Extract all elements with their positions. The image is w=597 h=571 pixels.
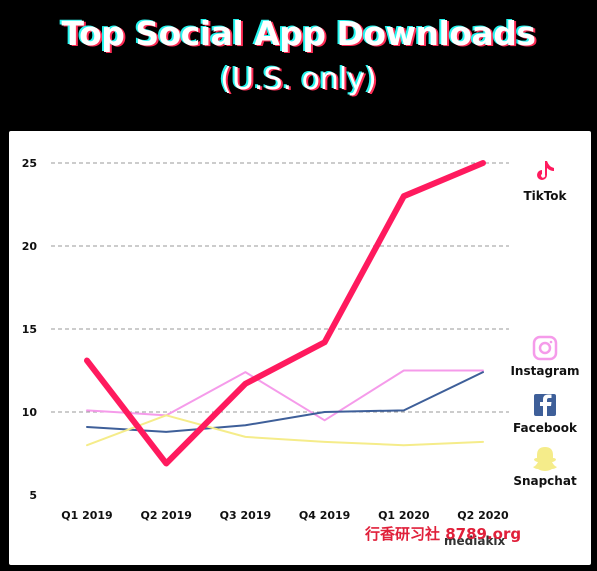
legend-item-snapchat: Snapchat xyxy=(513,447,577,488)
y-tick-label: 5 xyxy=(29,489,37,502)
y-tick-label: 25 xyxy=(22,157,37,170)
series-line-facebook xyxy=(86,371,484,433)
legend-item-facebook: Facebook xyxy=(513,394,578,435)
chart-title: Top Social App Downloads xyxy=(61,14,536,53)
tiktok-icon xyxy=(537,161,554,180)
facebook-icon xyxy=(534,394,556,416)
legend-item-instagram: Instagram xyxy=(510,335,580,378)
y-axis: 5 10 15 20 25 xyxy=(22,157,38,502)
chart-subtitle: (U.S. only) xyxy=(220,62,377,97)
x-tick-label: Q2 2019 xyxy=(140,509,191,522)
series-lines xyxy=(84,160,486,467)
x-axis: Q1 2019 Q2 2019 Q3 2019 Q4 2019 Q1 2020 Q2 20… xyxy=(61,509,509,522)
snapchat-icon xyxy=(533,447,557,471)
series-line-tiktok xyxy=(84,160,486,467)
series-line-instagram xyxy=(86,369,484,422)
instagram-icon xyxy=(532,335,558,361)
legend-label: TikTok xyxy=(523,189,567,203)
legend-label: Snapchat xyxy=(513,474,577,488)
x-tick-label: Q1 2019 xyxy=(61,509,112,522)
legend: TikTok Instagram Facebook Snapchat xyxy=(510,161,580,488)
x-tick-label: Q4 2019 xyxy=(299,509,350,522)
grid-lines xyxy=(51,162,509,413)
y-tick-label: 10 xyxy=(22,406,38,419)
header: Top Social App Downloads (U.S. only) xyxy=(0,0,597,130)
x-tick-label: Q3 2019 xyxy=(220,509,271,522)
x-tick-label: Q2 2020 xyxy=(457,509,509,522)
y-tick-label: 20 xyxy=(22,240,38,253)
legend-label: Instagram xyxy=(510,364,579,378)
site-watermark: 行香研习社 8789.org xyxy=(364,525,521,543)
brand-watermark: mediakix xyxy=(444,534,506,548)
chart-panel: 5 10 15 20 25 Q1 2019 Q2 2019 Q3 2019 Q4 2019 Q1… xyxy=(9,131,591,565)
legend-label: Facebook xyxy=(513,421,578,435)
legend-item-tiktok: TikTok xyxy=(523,161,568,203)
series-line-snapchat xyxy=(86,414,484,447)
y-tick-label: 15 xyxy=(22,323,37,336)
x-tick-label: Q1 2020 xyxy=(378,509,430,522)
